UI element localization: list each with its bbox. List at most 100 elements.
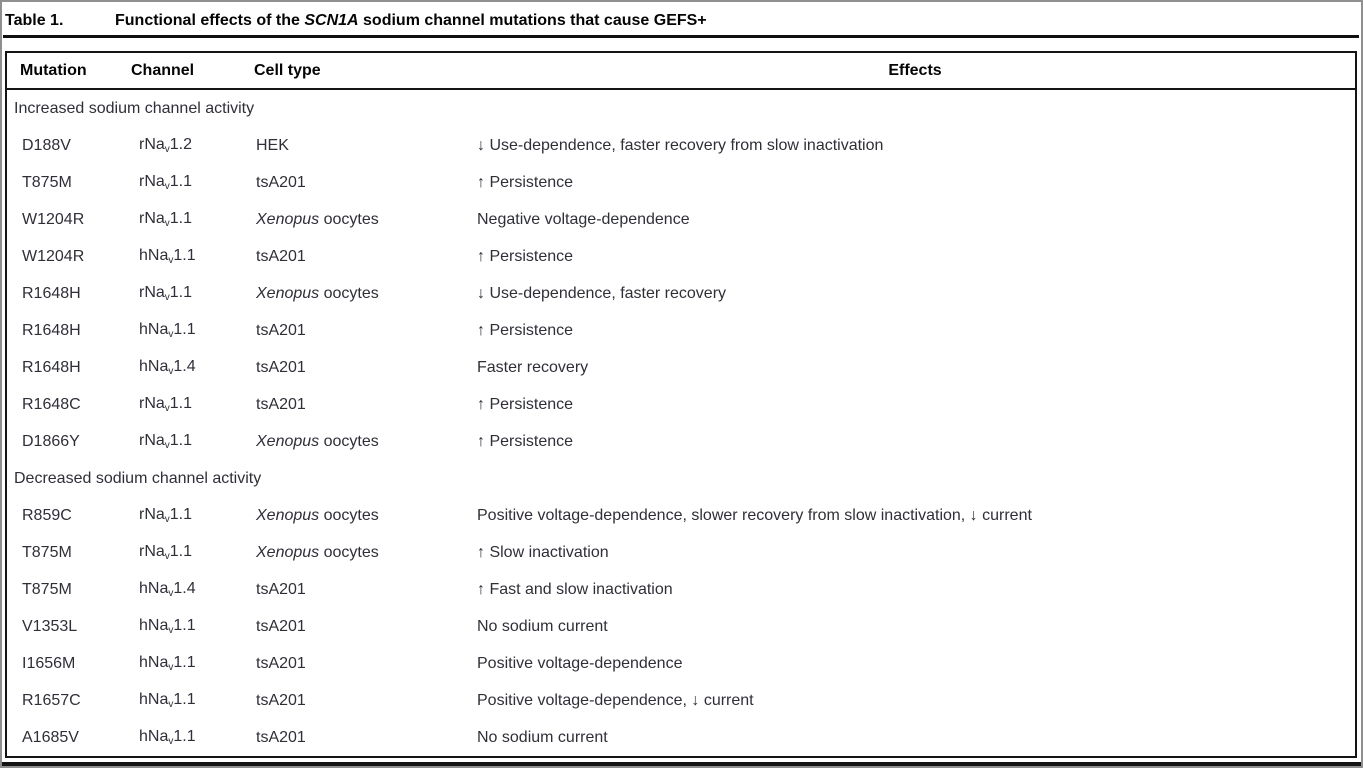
effects-cell: Positive voltage-dependence, slower reco… xyxy=(477,506,1032,524)
cell-type-cell: tsA201 xyxy=(256,580,306,598)
channel-cell: rNav1.1 xyxy=(139,173,193,192)
title-divider-rule xyxy=(3,35,1359,38)
channel-cell: hNav1.1 xyxy=(139,617,196,636)
table-bottom-rule xyxy=(2,762,1361,766)
table-row: I1656M hNav1.1 tsA201 Positive voltage-d… xyxy=(7,645,1355,682)
channel-subscript: v xyxy=(168,588,174,599)
table-row: R1648H hNav1.4 tsA201 Faster recovery xyxy=(7,349,1355,386)
effects-cell: ↑ Persistence xyxy=(477,395,574,413)
effects-cell: ↑ Persistence xyxy=(477,247,574,265)
channel-subscript: v xyxy=(164,292,170,303)
effects-cell: ↑ Slow inactivation xyxy=(477,543,609,561)
effects-cell: No sodium current xyxy=(477,617,608,635)
mutation-cell: A1685V xyxy=(22,728,79,746)
table-row: T875M rNav1.1 Xenopus oocytes ↑ Slow ina… xyxy=(7,534,1355,571)
effects-cell: No sodium current xyxy=(477,728,608,746)
column-header-mutation: Mutation xyxy=(20,61,87,79)
channel-subscript: v xyxy=(164,403,170,414)
section-label: Decreased sodium channel activity xyxy=(14,469,262,487)
mutation-cell: R859C xyxy=(22,506,72,524)
channel-cell: hNav1.1 xyxy=(139,654,196,673)
channel-subscript: v xyxy=(168,736,174,747)
mutation-cell: T875M xyxy=(22,580,72,598)
channel-cell: hNav1.1 xyxy=(139,728,196,747)
channel-subscript: v xyxy=(168,662,174,673)
table-title-number: Table 1. xyxy=(5,12,64,29)
column-header-cell-type: Cell type xyxy=(254,61,321,79)
cell-type-italic: Xenopus xyxy=(256,210,320,228)
channel-cell: rNav1.1 xyxy=(139,284,193,303)
cell-type-cell: tsA201 xyxy=(256,173,306,191)
gene-name-italic: SCN1A xyxy=(304,12,359,29)
table-row: R859C rNav1.1 Xenopus oocytes Positive v… xyxy=(7,497,1355,534)
table-body: Increased sodium channel activity D188V … xyxy=(5,90,1357,758)
table-row: V1353L hNav1.1 tsA201 No sodium current xyxy=(7,608,1355,645)
table-row: W1204R rNav1.1 Xenopus oocytes Negative … xyxy=(7,201,1355,238)
channel-cell: hNav1.4 xyxy=(139,580,196,599)
mutation-cell: R1648H xyxy=(22,358,81,376)
channel-subscript: v xyxy=(164,551,170,562)
cell-type-italic: Xenopus xyxy=(256,432,320,450)
channel-subscript: v xyxy=(168,625,174,636)
channel-cell: rNav1.1 xyxy=(139,432,193,451)
mutation-cell: D1866Y xyxy=(22,432,80,450)
cell-type-cell: tsA201 xyxy=(256,617,306,635)
mutation-cell: I1656M xyxy=(22,654,76,672)
channel-cell: hNav1.1 xyxy=(139,691,196,710)
channel-subscript: v xyxy=(168,699,174,710)
table-row: T875M hNav1.4 tsA201 ↑ Fast and slow ina… xyxy=(7,571,1355,608)
effects-cell: ↑ Fast and slow inactivation xyxy=(477,580,673,598)
channel-subscript: v xyxy=(164,440,170,451)
section-row: Increased sodium channel activity xyxy=(7,90,1355,127)
mutation-cell: T875M xyxy=(22,173,72,191)
cell-type-cell: Xenopus oocytes xyxy=(256,432,379,450)
channel-cell: rNav1.1 xyxy=(139,506,193,525)
section-row: Decreased sodium channel activity xyxy=(7,460,1355,497)
effects-cell: Faster recovery xyxy=(477,358,589,376)
section-label: Increased sodium channel activity xyxy=(14,99,255,117)
cell-type-italic: Xenopus xyxy=(256,506,320,524)
effects-cell: ↓ Use-dependence, faster recovery xyxy=(477,284,727,302)
cell-type-italic: Xenopus xyxy=(256,543,320,561)
effects-cell: ↑ Persistence xyxy=(477,173,574,191)
effects-cell: Positive voltage-dependence, ↓ current xyxy=(477,691,754,709)
mutation-cell: V1353L xyxy=(22,617,78,635)
effects-cell: Negative voltage-dependence xyxy=(477,210,690,228)
cell-type-cell: Xenopus oocytes xyxy=(256,506,379,524)
cell-type-cell: tsA201 xyxy=(256,358,306,376)
channel-subscript: v xyxy=(164,218,170,229)
mutation-cell: R1648H xyxy=(22,321,81,339)
column-header-effects: Effects xyxy=(888,61,942,79)
mutation-cell: T875M xyxy=(22,543,72,561)
effects-cell: ↑ Persistence xyxy=(477,321,574,339)
channel-cell: hNav1.1 xyxy=(139,321,196,340)
channel-subscript: v xyxy=(168,366,174,377)
cell-type-cell: tsA201 xyxy=(256,728,306,746)
table-row: A1685V hNav1.1 tsA201 No sodium current xyxy=(7,719,1355,756)
cell-type-cell: tsA201 xyxy=(256,321,306,339)
table-row: R1657C hNav1.1 tsA201 Positive voltage-d… xyxy=(7,682,1355,719)
table-header-row: Mutation Channel Cell type Effects xyxy=(5,51,1357,90)
effects-cell: Positive voltage-dependence xyxy=(477,654,683,672)
channel-cell: rNav1.1 xyxy=(139,210,193,229)
channel-subscript: v xyxy=(168,329,174,340)
channel-cell: rNav1.1 xyxy=(139,395,193,414)
mutation-cell: R1657C xyxy=(22,691,81,709)
cell-type-cell: Xenopus oocytes xyxy=(256,210,379,228)
channel-subscript: v xyxy=(164,144,170,155)
mutation-cell: W1204R xyxy=(22,210,85,228)
mutation-cell: D188V xyxy=(22,136,71,154)
cell-type-cell: tsA201 xyxy=(256,691,306,709)
cell-type-italic: Xenopus xyxy=(256,284,320,302)
channel-cell: rNav1.2 xyxy=(139,136,193,155)
table-title: Table 1. Functional effects of the SCN1A … xyxy=(5,8,707,34)
table-title-text: Functional effects of the SCN1A sodium c… xyxy=(115,12,707,29)
column-header-channel: Channel xyxy=(131,61,195,79)
table-row: R1648H rNav1.1 Xenopus oocytes ↓ Use-dep… xyxy=(7,275,1355,312)
channel-subscript: v xyxy=(168,255,174,266)
table-row: D1866Y rNav1.1 Xenopus oocytes ↑ Persist… xyxy=(7,423,1355,460)
mutation-cell: R1648H xyxy=(22,284,81,302)
channel-subscript: v xyxy=(164,181,170,192)
channel-cell: hNav1.1 xyxy=(139,247,196,266)
